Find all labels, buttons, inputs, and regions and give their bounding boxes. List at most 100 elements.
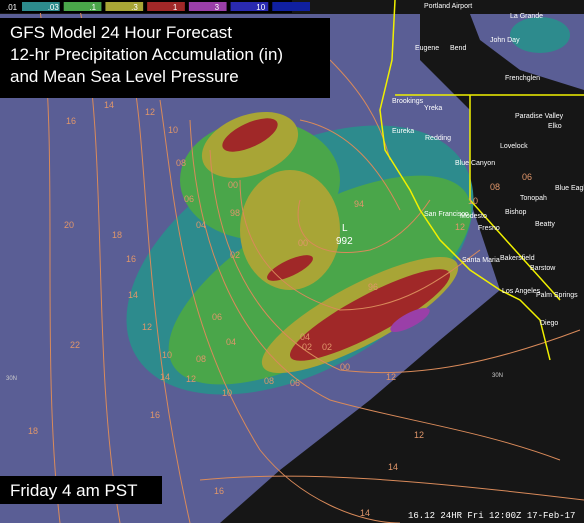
legend-swatch — [188, 2, 227, 11]
legend-label: .1 — [89, 3, 96, 12]
isobar-label: 02 — [302, 342, 312, 352]
grid-label: 30N — [6, 376, 17, 382]
isobar-label: 22 — [70, 340, 80, 350]
title-line: and Mean Sea Level Pressure — [10, 67, 239, 86]
time-box — [0, 476, 162, 504]
city-label: Portland Airport — [424, 3, 472, 10]
isobar-label: 16 — [66, 116, 76, 126]
cities: Portland Airport La Grande Eugene Bend John … — [392, 3, 584, 327]
isobar-label: 00 — [298, 238, 308, 248]
title: GFS Model 24 Hour Forecast 12-hr Precipit… — [10, 23, 283, 86]
isobar-label: 18 — [112, 230, 122, 240]
legend-swatch — [63, 2, 102, 11]
isobar-label: 20 — [64, 220, 74, 230]
time-label: Friday 4 am PST — [10, 481, 138, 500]
city-label: Modesto — [460, 213, 487, 220]
isobar-label: 14 — [104, 100, 114, 110]
title-line: GFS Model 24 Hour Forecast — [10, 23, 232, 42]
city-label: Redding — [425, 135, 451, 142]
city-label: Lovelock — [500, 143, 528, 150]
city-label: Bakersfield — [500, 255, 535, 262]
title-box — [0, 18, 330, 98]
low-letter: L — [342, 223, 348, 234]
isobar-label: 12 — [142, 322, 152, 332]
isobar-label: 08 — [176, 158, 186, 168]
coastline-borders — [379, 0, 584, 361]
isobar-label: 02 — [230, 250, 240, 260]
legend-swatch — [22, 2, 60, 11]
legend-label: .01 — [6, 3, 18, 12]
grid-labels: 30N 30N — [6, 373, 503, 382]
legend: .01 .03 .1 .3 1 3 10 — [6, 2, 310, 12]
isobar-label: 12 — [145, 107, 155, 117]
isobar-label: 16 — [214, 486, 224, 496]
isobar-label: 12 — [186, 374, 196, 384]
city-label: Paradise Valley — [515, 113, 564, 120]
isobar-label: 10 — [222, 388, 232, 398]
isobar-label: 08 — [490, 182, 500, 192]
city-label: Elko — [548, 123, 562, 130]
city-label: Bend — [450, 45, 466, 52]
isobar-label: 14 — [360, 508, 370, 518]
isobar-label: 96 — [368, 282, 378, 292]
isobar-label: 04 — [196, 220, 206, 230]
city-label: Bishop — [505, 209, 527, 216]
isobar-label: 14 — [388, 462, 398, 472]
isobar-label: 06 — [184, 194, 194, 204]
isobar-label: 10 — [168, 125, 178, 135]
legend-label: 1 — [173, 3, 178, 12]
city-label: Eugene — [415, 45, 439, 52]
isobar-label: 04 — [300, 332, 310, 342]
city-label: Blue Eagle Ranch — [555, 185, 584, 192]
isobar-label: 14 — [128, 290, 138, 300]
title-line: 12-hr Precipitation Accumulation (in) — [10, 45, 283, 64]
city-label: Los Angeles — [502, 288, 541, 295]
grid-label: 30N — [492, 373, 503, 379]
isobar-label: 00 — [340, 362, 350, 372]
isobar-label: 18 — [28, 426, 38, 436]
city-label: Santa Maria — [462, 257, 500, 264]
city-label: La Grande — [510, 13, 543, 20]
city-label: Beatty — [535, 221, 555, 228]
legend-label: .3 — [131, 3, 138, 12]
isobar-label: 16 — [126, 254, 136, 264]
isobar-label: 04 — [226, 337, 236, 347]
legend-swatch — [105, 2, 144, 11]
city-label: Blue Canyon — [455, 160, 495, 167]
footer: 16.12 24HR Fri 12:00Z 17-Feb-17 — [408, 511, 575, 521]
isobar-labels: 1614121008060402009894960002040608101214… — [28, 100, 532, 518]
isobar-label: 14 — [160, 372, 170, 382]
isobar-label: 06 — [522, 172, 532, 182]
city-label: Barstow — [530, 265, 556, 272]
city-label: John Day — [490, 37, 520, 44]
precipitation — [126, 17, 570, 395]
isobar-label: 12 — [414, 430, 424, 440]
legend-label: .03 — [48, 3, 60, 12]
isobar-label: 98 — [230, 208, 240, 218]
isobar-label: 00 — [228, 180, 238, 190]
isobar-label: 06 — [212, 312, 222, 322]
low-pressure: 992 — [336, 236, 353, 247]
legend-label: 3 — [215, 3, 220, 12]
isobar-label: 06 — [290, 378, 300, 388]
legend-label: 10 — [256, 3, 265, 12]
city-label: Diego — [540, 320, 558, 327]
city-label: Eureka — [392, 128, 414, 135]
isobar-label: 10 — [162, 350, 172, 360]
city-label: Fresno — [478, 225, 500, 232]
isobar-label: 08 — [264, 376, 274, 386]
city-label: Brookings — [392, 98, 424, 105]
city-label: Palm Springs — [536, 292, 578, 299]
isobar-label: 10 — [468, 196, 478, 206]
isobar-label: 94 — [354, 199, 364, 209]
isobar-label: 12 — [386, 372, 396, 382]
city-label: Tonopah — [520, 195, 547, 202]
isobar-label: 08 — [196, 354, 206, 364]
isobar-label: 12 — [455, 222, 465, 232]
city-label: Yreka — [424, 105, 442, 112]
legend-swatch — [230, 2, 269, 11]
isobar-label: 16 — [150, 410, 160, 420]
legend-swatch — [147, 2, 185, 11]
city-label: San Francisco — [424, 211, 469, 218]
